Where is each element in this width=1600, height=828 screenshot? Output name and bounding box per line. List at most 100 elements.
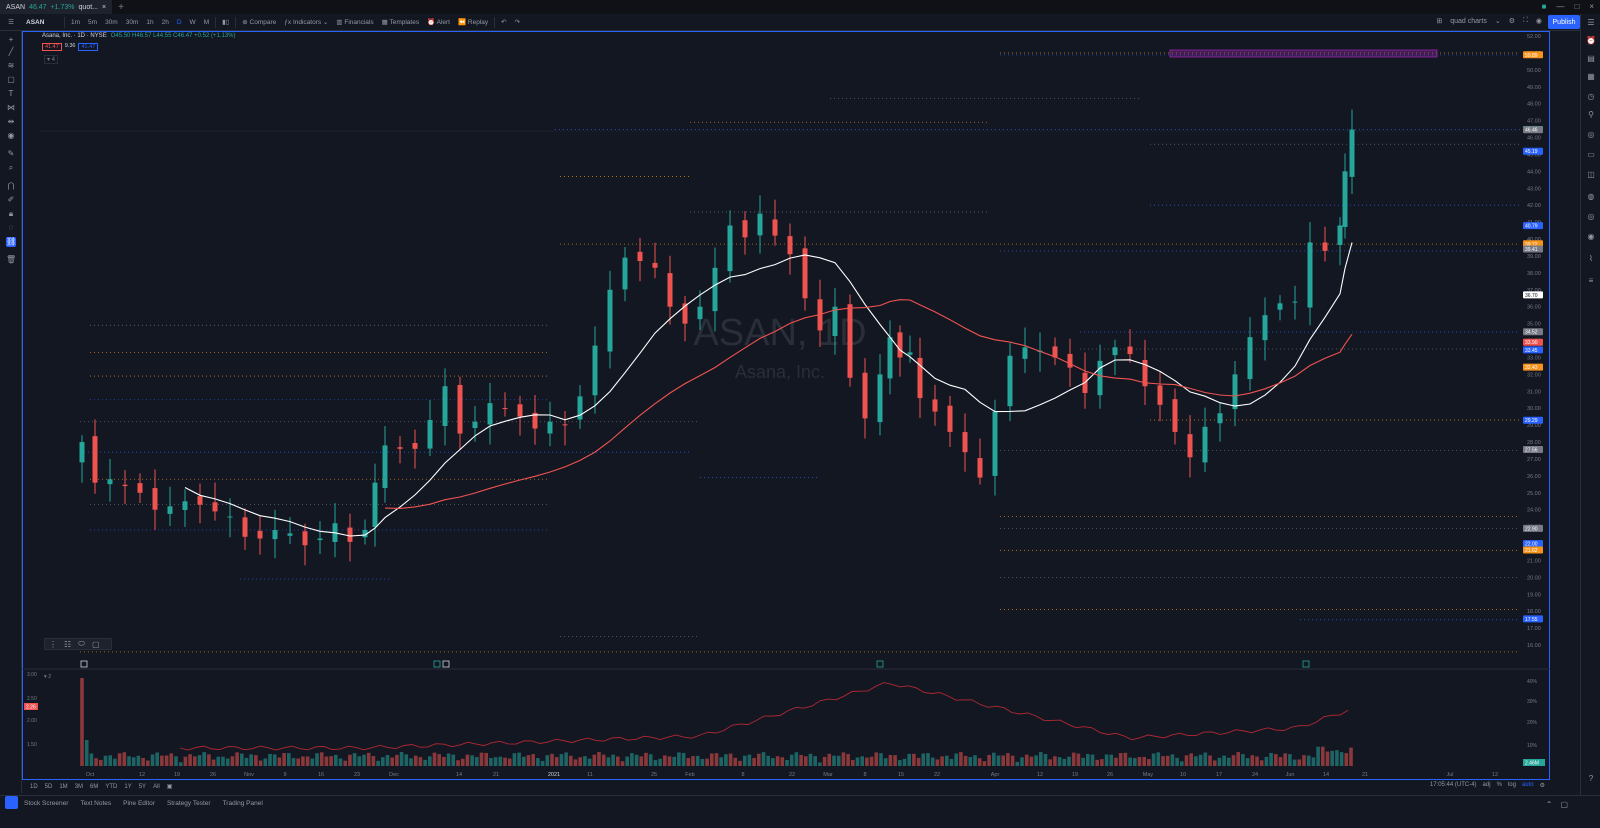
calendar-icon[interactable]: ◷ <box>1587 92 1595 101</box>
notifications-icon[interactable]: ◫ <box>1587 170 1595 179</box>
range-3m[interactable]: 3M <box>74 783 84 790</box>
shapes-icon[interactable]: ▢ <box>7 75 15 84</box>
crosshair-icon[interactable]: + <box>8 35 14 44</box>
panel-tab-strategy-tester[interactable]: Strategy Tester <box>166 800 211 807</box>
help-icon[interactable]: ? <box>1588 774 1594 783</box>
pattern-icon[interactable]: ⋈ <box>7 103 15 112</box>
signals-icon[interactable]: ◉ <box>1587 232 1595 241</box>
tab-close-icon[interactable]: × <box>102 3 107 11</box>
compare-button[interactable]: ⊕ Compare <box>242 19 277 26</box>
hotlist-icon[interactable]: ▦ <box>1587 72 1595 81</box>
brush-icon[interactable]: ✎ <box>7 149 15 158</box>
chat-badge-icon[interactable]: ◍ <box>1587 192 1595 201</box>
drag-handle-icon[interactable]: ⋮ <box>49 639 57 649</box>
candle-style-icon[interactable]: ▮▯ <box>222 19 230 26</box>
layout-name[interactable]: quad charts <box>1450 17 1487 25</box>
dom-icon[interactable]: ≡ <box>1588 276 1594 285</box>
trendline-icon[interactable]: ╱ <box>8 47 14 56</box>
rect-icon[interactable]: ▢ <box>92 639 100 649</box>
publish-button[interactable]: Publish <box>1548 15 1580 29</box>
alerts-icon[interactable]: ⏰ <box>1586 36 1596 45</box>
auto-toggle[interactable]: auto <box>1521 782 1534 788</box>
interval-2h[interactable]: 2h <box>161 18 169 26</box>
chart-pane[interactable] <box>22 31 1550 780</box>
chart-tab[interactable]: ASAN 46.47 +1.73% quot... × <box>0 0 113 14</box>
minimize-icon[interactable]: — <box>1556 2 1565 11</box>
snapshot-icon[interactable]: ◉ <box>1535 18 1542 25</box>
interval-30m-a[interactable]: 30m <box>105 18 118 26</box>
magnet-icon[interactable]: ⋂ <box>7 181 15 190</box>
interval-m[interactable]: M <box>203 18 210 26</box>
zoom-icon[interactable]: ⌕ <box>8 163 14 172</box>
templates-button[interactable]: ▦ Templates <box>381 19 420 26</box>
ideas-icon[interactable]: ⚲ <box>1588 110 1594 119</box>
tab-label: quot... <box>78 3 98 11</box>
clock-time[interactable]: 17:05:44 (UTC-4) <box>1429 782 1477 788</box>
percent-toggle[interactable]: % <box>1496 782 1502 788</box>
indicators-button[interactable]: ƒx Indicators ⌄ <box>284 19 329 26</box>
symbol-search[interactable]: ASAN <box>26 18 45 26</box>
interval-1m[interactable]: 1m <box>71 18 81 26</box>
text-icon[interactable]: T <box>8 89 14 98</box>
layout-grid-icon[interactable]: ⊞ <box>1436 18 1443 25</box>
ellipse-icon[interactable]: ⬭ <box>78 639 86 648</box>
measure-icon[interactable]: ⇹ <box>7 117 15 126</box>
hide-icon[interactable]: ◌ <box>8 223 14 232</box>
range-1m[interactable]: 1M <box>59 783 68 790</box>
stay-drawing-icon[interactable]: ✐ <box>7 195 15 204</box>
expand-panel-icon[interactable]: ▢ <box>1560 800 1568 809</box>
settings-icon[interactable]: ⚙ <box>1539 783 1545 789</box>
panel-tab-pine-editor[interactable]: Pine Editor <box>123 800 155 807</box>
maximize-icon[interactable]: □ <box>1574 2 1580 11</box>
goto-date-icon[interactable]: ▣ <box>166 784 173 790</box>
collapse-panel-icon[interactable]: ⌃ <box>1545 800 1553 809</box>
new-tab-icon[interactable]: + <box>118 1 124 13</box>
panel-tab-text-notes[interactable]: Text Notes <box>80 800 112 807</box>
trash-icon[interactable]: 🗑︎ <box>6 255 17 264</box>
range-1d[interactable]: 1D <box>30 783 38 790</box>
layout-chevron-icon[interactable]: ⌄ <box>1494 18 1501 25</box>
panel-tab-trading-panel[interactable]: Trading Panel <box>222 800 263 807</box>
eye-icon[interactable]: ◉ <box>7 131 15 140</box>
star-icon[interactable] <box>5 796 18 809</box>
adj-toggle[interactable]: adj <box>1482 782 1491 788</box>
interval-d[interactable]: D <box>176 18 182 26</box>
range-1y[interactable]: 1Y <box>124 783 132 790</box>
redo-icon[interactable]: ↷ <box>514 19 521 26</box>
legend-title[interactable]: Asana, Inc. · 1D · NYSE <box>42 33 107 39</box>
interval-w[interactable]: W <box>189 18 196 26</box>
legend-collapse-toggle[interactable]: ▾ 4 <box>44 55 59 64</box>
close-window-icon[interactable]: × <box>1589 2 1594 11</box>
range-6m[interactable]: 6M <box>90 783 99 790</box>
interval-5m[interactable]: 5m <box>88 18 98 26</box>
financials-button[interactable]: ▥ Financials <box>336 19 374 26</box>
panel-tab-stock-screener[interactable]: Stock Screener <box>24 800 69 807</box>
fib-icon[interactable]: ≋ <box>7 61 15 70</box>
range-ytd[interactable]: YTD <box>105 783 118 790</box>
settings-icon[interactable]: ⚙ <box>1508 18 1515 25</box>
legend-ma3[interactable]: 41.47 <box>78 43 99 51</box>
watchlist-icon[interactable]: ☰ <box>1587 18 1595 27</box>
legend-ma1[interactable]: 41.47 <box>42 43 62 51</box>
broadcast-icon[interactable]: ◎ <box>1587 212 1595 221</box>
fullscreen-icon[interactable]: ⛶ <box>1522 17 1528 24</box>
range-5d[interactable]: 5D <box>44 783 53 790</box>
interval-30m-b[interactable]: 30m <box>125 18 139 26</box>
data-window-icon[interactable]: ▤ <box>1587 54 1595 63</box>
log-toggle[interactable]: log <box>1507 782 1516 788</box>
legend-ma2[interactable]: 9.36 <box>64 43 76 49</box>
streams-icon[interactable]: ◎ <box>1587 130 1595 139</box>
range-5y[interactable]: 5Y <box>138 783 147 790</box>
replay-button[interactable]: ⏪ Replay <box>458 19 489 26</box>
undo-icon[interactable]: ↶ <box>501 19 507 26</box>
sync-icon[interactable]: ⛓ <box>6 237 17 247</box>
menu-icon[interactable]: ☰ <box>8 19 14 26</box>
alert-button[interactable]: ⏰ Alert <box>427 19 450 26</box>
interval-1h[interactable]: 1h <box>146 18 154 26</box>
order-panel-icon[interactable]: ⌇ <box>1589 254 1593 263</box>
notes-icon[interactable]: ☷ <box>64 639 72 649</box>
lock-icon[interactable]: 🔒︎ <box>8 209 14 218</box>
range-all[interactable]: All <box>153 783 160 790</box>
user-icon[interactable]: ■ <box>1541 2 1547 11</box>
chat-icon[interactable]: ▭ <box>1587 150 1595 159</box>
